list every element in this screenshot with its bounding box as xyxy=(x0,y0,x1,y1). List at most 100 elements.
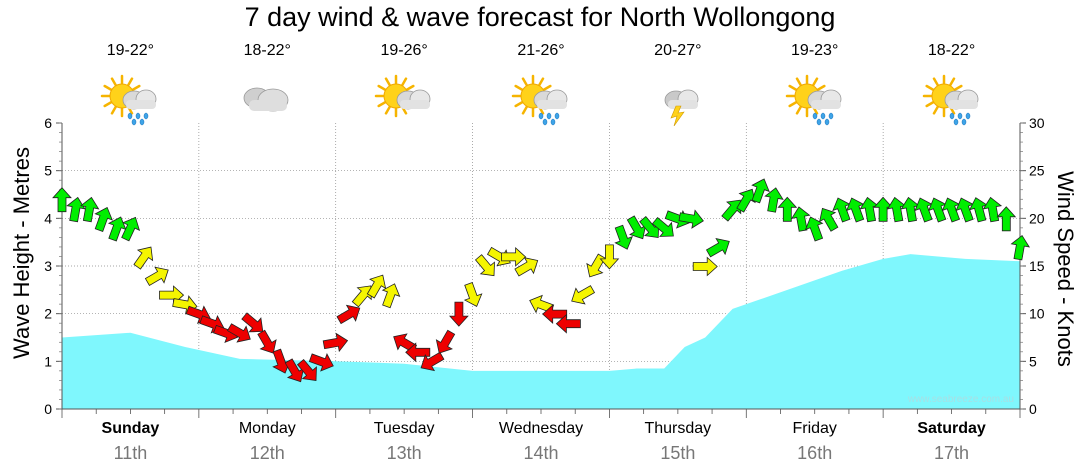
cloud-base xyxy=(249,100,288,111)
rain-drop xyxy=(538,112,544,120)
rain-drop xyxy=(949,112,954,120)
rain-drop xyxy=(812,112,817,120)
right-tick-label: 10 xyxy=(1029,306,1045,322)
storm-icon xyxy=(664,89,699,126)
left-tick-label: 2 xyxy=(44,306,52,322)
wind-arrow xyxy=(257,329,277,354)
left-tick-label: 5 xyxy=(44,163,52,179)
sun-ray xyxy=(111,105,118,115)
rain-drop xyxy=(953,118,958,126)
wave-height-series xyxy=(62,254,1020,409)
day-name-label: Thursday xyxy=(644,420,712,437)
wind-arrow xyxy=(94,206,113,232)
left-tick-label: 4 xyxy=(44,210,52,226)
rain-drop xyxy=(957,112,962,120)
sun-ray xyxy=(932,77,939,87)
cloud-base xyxy=(947,100,978,109)
rain-drop xyxy=(128,112,133,120)
sun-cloud-rain-icon xyxy=(511,74,568,126)
rain-drop xyxy=(542,118,548,126)
rain-drop xyxy=(550,118,556,126)
sun-ray xyxy=(103,100,114,108)
day-date-label: 15th xyxy=(660,443,696,463)
wind-arrow xyxy=(721,199,742,222)
rain-drop xyxy=(828,112,833,120)
sun-ray xyxy=(788,100,798,108)
day-name-label: Monday xyxy=(238,420,296,437)
wind-arrow xyxy=(886,196,907,223)
wind-arrow xyxy=(873,196,893,222)
wind-arrow xyxy=(144,266,169,287)
sun-ray xyxy=(111,77,118,87)
wind-arrow xyxy=(614,224,633,250)
day-temperature: 21-26° xyxy=(517,42,565,59)
sun-ray xyxy=(405,84,415,92)
rain-drop xyxy=(961,118,966,126)
sun-ray xyxy=(952,84,963,92)
wind-arrow xyxy=(308,353,334,372)
cloud-base xyxy=(400,100,431,109)
day-temperature: 19-26° xyxy=(380,42,428,59)
wind-arrow xyxy=(66,196,86,223)
sun-cloud-rain-icon xyxy=(101,74,157,126)
wind-arrow xyxy=(599,244,620,270)
day-date-label: 17th xyxy=(934,443,970,463)
day-date-label: 14th xyxy=(523,443,559,463)
sun-ray xyxy=(384,77,392,87)
sun-ray xyxy=(400,77,408,87)
wind-arrow xyxy=(1010,234,1031,261)
day-name-label: Sunday xyxy=(101,420,160,437)
sun-ray xyxy=(795,77,802,87)
wind-arrow xyxy=(322,332,349,353)
wind-arrow xyxy=(571,285,596,305)
sun-ray xyxy=(377,100,387,108)
wind-arrow xyxy=(366,274,387,299)
day-date-label: 16th xyxy=(797,443,833,463)
wind-arrow xyxy=(982,196,1003,223)
wind-arrow xyxy=(296,358,317,381)
right-tick-label: 5 xyxy=(1029,353,1037,369)
wind-arrow xyxy=(736,188,756,213)
day-temperature: 20-27° xyxy=(654,42,702,59)
cloud-base xyxy=(810,100,841,109)
wind-arrow xyxy=(804,216,824,242)
wind-arrow xyxy=(336,304,361,325)
day-temperature: 18-22° xyxy=(927,42,976,59)
left-tick-label: 6 xyxy=(44,115,52,131)
rain-drop xyxy=(144,112,149,120)
day-name-label: Tuesday xyxy=(373,420,435,437)
left-tick-label: 3 xyxy=(44,258,52,274)
axes: 0 1 2 3 4 5 6 0 5 10 15 20 25 30 xyxy=(44,115,1045,418)
chart-title: 7 day wind & wave forecast for North Wol… xyxy=(244,2,836,32)
wind-arrow xyxy=(52,187,72,213)
sun-ray xyxy=(924,100,935,108)
sun-ray xyxy=(542,84,552,92)
sun-ray xyxy=(377,84,387,92)
sun-ray xyxy=(924,84,935,92)
wind-arrow xyxy=(819,207,839,232)
wind-arrow xyxy=(107,216,127,242)
sun-ray xyxy=(948,77,955,87)
wind-arrow xyxy=(226,323,251,343)
wind-arrow xyxy=(555,313,581,334)
sun-cloud-rain-icon xyxy=(785,74,842,126)
sun-ray xyxy=(131,84,141,92)
wind-arrow xyxy=(692,256,718,277)
rain-drop xyxy=(140,118,145,126)
wind-arrow xyxy=(79,196,100,223)
right-tick-label: 0 xyxy=(1029,401,1037,417)
wind-arrow xyxy=(405,342,431,363)
sun-ray xyxy=(514,84,524,92)
wind-arrow xyxy=(705,238,730,258)
watermark: www.seabreeze.com.au xyxy=(907,394,1014,405)
sun-ray xyxy=(127,77,134,87)
rain-drop xyxy=(824,118,829,126)
day-name-label: Saturday xyxy=(917,420,986,437)
day-temperature: 19-23° xyxy=(791,42,839,59)
sun-cloud-rain-icon xyxy=(922,74,978,126)
day-date-label: 13th xyxy=(386,443,422,463)
wind-arrow xyxy=(474,254,495,277)
sun-ray xyxy=(788,84,798,92)
sun-ray xyxy=(384,105,392,115)
